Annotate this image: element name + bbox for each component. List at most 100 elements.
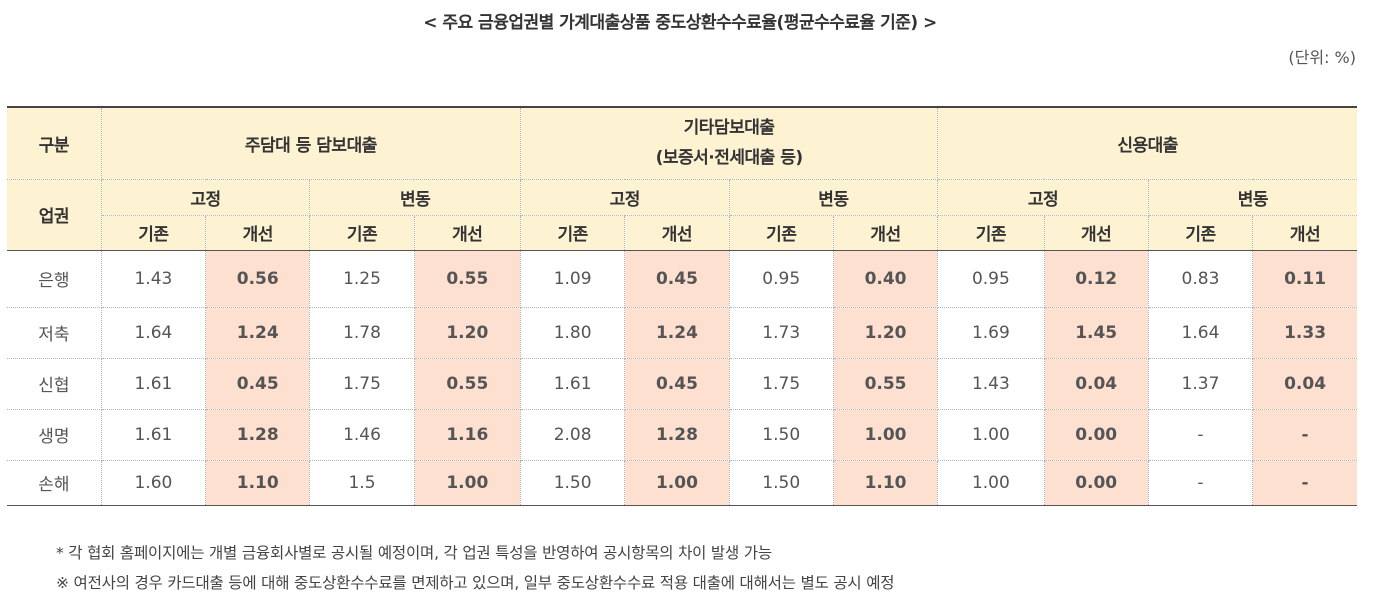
row-sector: 은행 [7,250,102,308]
group-label: 주담대 등 담보대출 [244,135,377,156]
cell-existing: 1.43 [100,250,207,308]
cell-improved: - [1252,409,1357,461]
cell-existing: 1.80 [519,307,626,359]
cell-existing: 1.37 [1147,358,1254,410]
header-type-fixed: 고정 [100,179,311,216]
cell-improved: 1.00 [624,460,730,506]
cell-improved: 0.55 [413,250,521,308]
cell-existing: 1.64 [100,307,207,359]
cell-existing: 1.64 [1147,307,1254,359]
row-sector: 신협 [7,358,102,410]
unit-label: (단위: %) [1288,48,1356,67]
table-row: 저축 1.64 1.24 1.78 1.20 1.80 1.24 1.73 1.… [7,307,1357,359]
cell-improved: 1.28 [624,409,730,461]
cell-existing: 0.95 [937,250,1045,308]
cell-improved: 0.45 [624,250,730,308]
cell-existing: 1.46 [309,409,415,461]
cell-existing: - [1147,409,1254,461]
cell-improved: 1.33 [1252,307,1357,359]
header-sub-existing: 기존 [101,215,207,251]
cell-improved: 0.55 [832,358,939,410]
cell-improved: 0.00 [1043,409,1149,461]
cell-existing: 1.75 [728,358,834,410]
row-sector: 생명 [7,409,102,461]
table-row: 신협 1.61 0.45 1.75 0.55 1.61 0.45 1.75 0.… [7,358,1357,410]
cell-improved: 1.00 [832,409,939,461]
cell-improved: 0.45 [205,358,311,410]
cell-existing: 1.61 [519,358,626,410]
cell-existing: 2.08 [519,409,626,461]
group-label: 기타담보대출 [683,118,775,139]
header-group-mortgage: 주담대 등 담보대출 [100,106,521,180]
cell-existing: 1.61 [100,409,207,461]
header-sub-improved: 개선 [205,215,311,251]
footnote: ※ 여전사의 경우 카드대출 등에 대해 중도상환수수료를 면제하고 있으며, … [56,574,895,592]
cell-improved: 0.40 [832,250,939,308]
table-row: 생명 1.61 1.28 1.46 1.16 2.08 1.28 1.50 1.… [7,409,1357,461]
cell-existing: 1.50 [728,409,834,461]
header-sub-improved: 개선 [413,215,521,251]
cell-improved: 0.56 [205,250,311,308]
page-title: < 주요 금융업권별 가계대출상품 중도상환수수료율(평균수수료율 기준) > [423,13,937,33]
group-label: 신용대출 [1117,135,1178,156]
header-type-variable: 변동 [309,179,521,216]
header-sub-improved: 개선 [1252,215,1357,251]
cell-existing: 1.09 [519,250,626,308]
cell-improved: 1.10 [832,460,939,506]
header-row-groups: 구분 주담대 등 담보대출 기타담보대출 (보증서·전세대출 등) 신용대출 [7,106,1357,180]
cell-improved: 1.28 [205,409,311,461]
cell-improved: 0.04 [1043,358,1149,410]
cell-improved: 1.20 [413,307,521,359]
cell-improved: 0.45 [624,358,730,410]
cell-existing: - [1147,460,1254,506]
cell-improved: 1.00 [413,460,521,506]
footnotes: * 각 협회 홈페이지에는 개별 금융회사별로 공시될 예정이며, 각 업권 특… [56,538,895,598]
header-type-fixed: 고정 [519,179,730,216]
cell-existing: 1.00 [937,409,1045,461]
cell-existing: 1.43 [937,358,1045,410]
header-type-variable: 변동 [1147,179,1357,216]
header-group-other-secured: 기타담보대출 (보증서·전세대출 등) [519,106,939,180]
table-row: 은행 1.43 0.56 1.25 0.55 1.09 0.45 0.95 0.… [7,250,1357,308]
header-group-credit: 신용대출 [937,106,1357,180]
group-sublabel: (보증서·전세대출 등) [655,148,804,169]
table-row: 손해 1.60 1.10 1.5 1.00 1.50 1.00 1.50 1.1… [7,460,1357,506]
cell-improved: 1.24 [624,307,730,359]
cell-existing: 1.25 [309,250,415,308]
header-type-fixed: 고정 [937,179,1149,216]
cell-existing: 1.50 [519,460,626,506]
cell-improved: 1.24 [205,307,311,359]
header-type-variable: 변동 [728,179,939,216]
cell-existing: 1.50 [728,460,834,506]
header-category: 구분 [7,106,102,180]
cell-existing: 0.95 [728,250,834,308]
cell-improved: - [1252,460,1357,506]
cell-existing: 1.61 [100,358,207,410]
header-sub-improved: 개선 [1043,215,1149,251]
header-sub-existing: 기존 [1147,215,1254,251]
row-sector: 손해 [7,460,102,506]
cell-existing: 1.00 [937,460,1045,506]
footnote: * 각 협회 홈페이지에는 개별 금융회사별로 공시될 예정이며, 각 업권 특… [56,544,772,562]
header-row-sub: 기존 개선 기존 개선 기존 개선 기존 개선 기존 개선 기존 개선 [7,215,1357,251]
header-sub-existing: 기존 [309,215,415,251]
header-sub-improved: 개선 [624,215,730,251]
cell-improved: 1.45 [1043,307,1149,359]
cell-improved: 1.10 [205,460,311,506]
cell-existing: 1.60 [100,460,207,506]
cell-existing: 0.83 [1147,250,1254,308]
cell-improved: 0.04 [1252,358,1357,410]
header-sub-existing: 기존 [937,215,1045,251]
cell-improved: 1.16 [413,409,521,461]
header-sector: 업권 [7,179,102,251]
cell-existing: 1.73 [728,307,834,359]
cell-improved: 1.20 [832,307,939,359]
header-sub-existing: 기존 [519,215,626,251]
cell-improved: 0.55 [413,358,521,410]
cell-existing: 1.75 [309,358,415,410]
cell-improved: 0.12 [1043,250,1149,308]
cell-existing: 1.69 [937,307,1045,359]
row-sector: 저축 [7,307,102,359]
header-sub-existing: 기존 [728,215,834,251]
cell-improved: 0.00 [1043,460,1149,506]
